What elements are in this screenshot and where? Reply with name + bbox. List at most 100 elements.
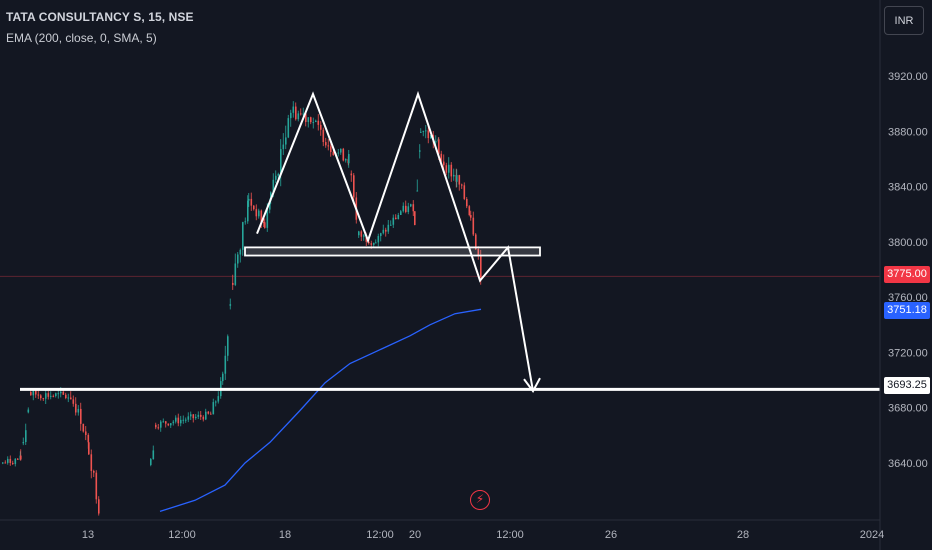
candle-body: [350, 173, 353, 176]
candle-body: [470, 215, 472, 218]
candles: [2, 101, 482, 516]
candle: [229, 298, 232, 310]
candle: [217, 391, 220, 404]
candle-body: [370, 243, 373, 245]
candle: [445, 162, 448, 176]
candle: [456, 169, 458, 188]
candle-body: [332, 152, 335, 156]
candle: [237, 252, 239, 268]
candle: [419, 144, 421, 159]
candle: [448, 157, 450, 179]
candle: [292, 101, 295, 118]
candle: [253, 205, 255, 211]
candle: [244, 217, 247, 225]
candle: [200, 410, 202, 421]
candle-body: [82, 423, 85, 432]
candle: [27, 407, 30, 414]
candle: [150, 458, 152, 467]
candle: [202, 415, 205, 422]
candle: [55, 392, 57, 398]
candle-body: [65, 394, 67, 399]
candle-body: [397, 214, 400, 220]
drawings[interactable]: [20, 90, 880, 393]
candle-body: [435, 141, 437, 143]
candle: [197, 411, 200, 420]
candle: [330, 141, 332, 157]
candle: [52, 394, 55, 398]
currency-button[interactable]: INR: [884, 6, 924, 35]
candle-body: [95, 472, 98, 500]
candle-body: [410, 204, 412, 207]
candle-body: [315, 120, 317, 123]
candle-body: [380, 233, 382, 237]
candle: [42, 397, 45, 402]
candle-body: [14, 458, 17, 464]
time-tick-label: 20: [409, 529, 421, 541]
candle: [450, 162, 453, 182]
candle-body: [419, 150, 421, 152]
candle: [72, 395, 75, 407]
lightning-icon[interactable]: ⚡: [470, 490, 490, 510]
candle-body: [12, 462, 14, 464]
candle-body: [453, 174, 455, 177]
candle-body: [337, 152, 340, 154]
symbol-title[interactable]: TATA CONSULTANCY S, 15, NSE: [6, 10, 194, 24]
candle: [345, 158, 347, 163]
candle-body: [152, 450, 155, 460]
candle-body: [427, 130, 430, 139]
time-tick-label: 12:00: [366, 529, 394, 541]
indicator-legend[interactable]: EMA (200, close, 0, SMA, 5): [6, 31, 157, 45]
price-tick-label: 3760.00: [888, 292, 928, 304]
candle: [67, 393, 70, 403]
candle: [458, 174, 461, 191]
support-zone-rect: [244, 246, 541, 257]
candle-body: [253, 205, 255, 210]
candle: [65, 392, 67, 400]
price-axis[interactable]: 3920.00 3880.00 3840.00 3800.00 3760.00 3720.…: [879, 0, 928, 550]
candle-body: [55, 393, 57, 397]
candle-body: [2, 462, 4, 464]
candle: [172, 420, 175, 426]
candle-body: [52, 395, 55, 397]
candle: [50, 391, 52, 400]
candle: [95, 470, 98, 504]
candle-body: [300, 113, 302, 115]
candle-body: [80, 408, 82, 424]
candle-body: [387, 224, 390, 232]
candle-body: [312, 122, 315, 124]
candle: [463, 182, 466, 201]
time-axis[interactable]: 13 12:00 18 12:00 20 12:00 26 28 2024: [0, 519, 884, 541]
candle-body: [237, 254, 239, 264]
candle: [305, 113, 307, 127]
candle-body: [307, 117, 310, 123]
candle: [312, 117, 315, 129]
candle: [25, 423, 27, 445]
candle-body: [373, 242, 375, 245]
price-tick-label: 3720.00: [888, 347, 928, 359]
candle-body: [25, 430, 27, 443]
candle-body: [358, 231, 360, 236]
candle-body: [57, 393, 60, 395]
candle: [155, 422, 157, 430]
candle-body: [353, 175, 355, 198]
candle: [395, 214, 397, 220]
candle: [407, 202, 410, 215]
candle: [205, 408, 207, 421]
candle-body: [463, 185, 466, 199]
candle: [88, 441, 90, 456]
candle: [187, 412, 190, 423]
candle: [182, 415, 185, 424]
candle: [477, 246, 480, 260]
candle-body: [98, 499, 100, 514]
candle-body: [50, 395, 52, 397]
price-tick-label: 3680.00: [888, 403, 928, 415]
candle: [360, 230, 363, 242]
candle: [264, 218, 266, 229]
candle: [453, 168, 455, 181]
candle-body: [264, 222, 266, 228]
candle: [175, 415, 177, 424]
candle-body: [297, 113, 300, 120]
candle-body: [260, 210, 263, 222]
